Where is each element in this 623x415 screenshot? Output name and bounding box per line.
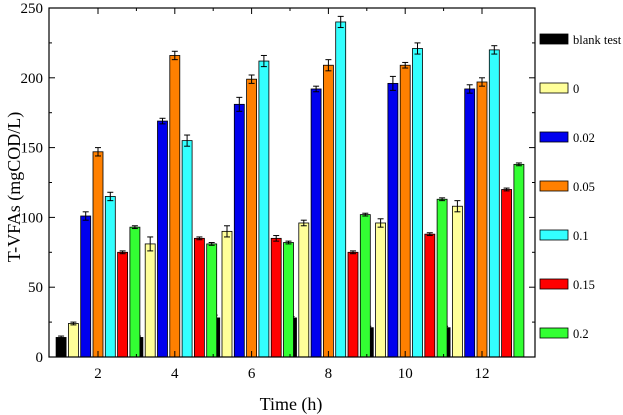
legend-swatch — [539, 278, 569, 290]
bar — [117, 251, 128, 358]
y-axis-title: T-VFAs (mgCOD/L) — [4, 112, 25, 263]
bar — [270, 237, 282, 358]
bar — [322, 64, 334, 358]
x-tick-label: 4 — [171, 366, 179, 382]
x-tick-label: 8 — [325, 366, 333, 382]
bar — [464, 88, 476, 358]
x-tick-label: 12 — [475, 366, 490, 382]
bar — [347, 251, 359, 358]
bar — [80, 215, 92, 358]
bar — [233, 103, 245, 358]
legend-swatch — [539, 131, 569, 143]
bar — [375, 222, 387, 358]
legend-swatch — [539, 229, 569, 241]
bar — [399, 64, 411, 358]
bar — [221, 230, 233, 358]
bar — [104, 196, 116, 358]
bar — [476, 81, 488, 358]
legend-label: 0.2 — [573, 327, 589, 341]
bar — [246, 78, 258, 358]
y-tick-label: 0 — [36, 350, 44, 366]
legend-label: 0.15 — [573, 278, 595, 292]
legend-swatch — [539, 82, 569, 94]
legend-label: blank test — [573, 33, 622, 47]
bar — [451, 205, 463, 358]
bar — [68, 323, 79, 358]
bar — [144, 243, 156, 358]
y-tick-label: 200 — [21, 71, 44, 87]
bar — [157, 120, 168, 358]
x-tick-label: 2 — [94, 366, 102, 382]
bar — [424, 233, 436, 358]
legend-label: 0.1 — [573, 229, 589, 243]
bar — [488, 49, 500, 358]
y-tick-label: 100 — [21, 210, 44, 226]
bar — [283, 242, 294, 358]
bar — [335, 21, 347, 358]
bar — [92, 151, 104, 358]
bar — [181, 140, 193, 358]
x-tick-label: 10 — [398, 366, 413, 382]
legend-label: 0.05 — [573, 180, 595, 194]
y-tick-label: 250 — [21, 1, 44, 17]
bars-layer — [55, 15, 525, 358]
bar — [359, 214, 371, 358]
bar — [129, 226, 141, 358]
legend: blank test 0 0.02 0.05 0.1 0.15 0.2 — [539, 33, 622, 341]
bar — [169, 55, 181, 358]
bar — [298, 222, 310, 358]
x-tick-label: 6 — [248, 366, 256, 382]
bar — [193, 237, 205, 358]
y-tick-label: 150 — [21, 141, 44, 157]
axes-layer: 0 50 100 150 200 250 2 4 6 8 10 12 — [21, 1, 536, 382]
bar — [501, 189, 513, 358]
bar — [387, 82, 399, 358]
bar — [258, 60, 270, 358]
legend-label: 0 — [573, 82, 579, 96]
x-axis-title: Time (h) — [260, 394, 323, 415]
bar — [310, 88, 322, 358]
bar — [412, 48, 423, 358]
bar — [55, 337, 67, 358]
bar — [436, 198, 448, 358]
legend-swatch — [539, 327, 569, 339]
legend-swatch — [539, 33, 569, 45]
legend-label: 0.02 — [573, 131, 595, 145]
bar — [513, 163, 525, 358]
legend-swatch — [539, 180, 569, 192]
y-tick-label: 50 — [28, 280, 43, 296]
bar — [206, 243, 218, 358]
